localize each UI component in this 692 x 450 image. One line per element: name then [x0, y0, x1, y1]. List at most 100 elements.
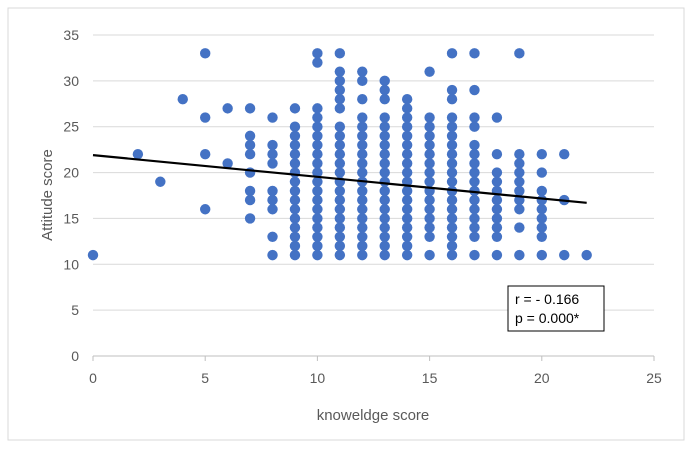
data-point — [289, 121, 301, 132]
data-point — [334, 213, 346, 224]
data-point — [469, 112, 480, 123]
data-point — [401, 222, 413, 233]
data-point — [536, 249, 547, 261]
data-point — [379, 149, 390, 160]
data-point — [379, 75, 390, 87]
data-point — [379, 121, 390, 132]
y-tick-label: 25 — [63, 119, 79, 135]
data-point — [491, 231, 503, 242]
data-point — [357, 94, 368, 105]
data-point — [469, 194, 480, 206]
data-point — [446, 176, 458, 187]
data-point — [401, 231, 413, 242]
data-point — [244, 194, 256, 206]
data-point — [312, 231, 323, 242]
y-tick-labels: 0 5 10 15 20 25 30 35 — [63, 27, 79, 364]
data-point — [514, 149, 525, 160]
data-point — [424, 112, 435, 123]
data-point — [446, 194, 458, 206]
data-point — [581, 249, 592, 261]
data-point — [536, 149, 547, 160]
data-point — [267, 231, 278, 242]
data-point — [357, 139, 368, 151]
data-point — [357, 249, 368, 261]
data-point — [334, 103, 346, 114]
data-point — [559, 149, 570, 160]
data-point — [200, 112, 211, 123]
data-point — [244, 139, 256, 151]
data-point — [87, 249, 99, 261]
x-tick-label: 0 — [89, 370, 97, 386]
data-point — [401, 139, 413, 151]
data-point — [469, 176, 480, 187]
data-point — [312, 139, 323, 151]
stat-box — [507, 285, 605, 332]
data-point — [267, 139, 278, 151]
data-points — [87, 48, 592, 261]
data-point — [469, 222, 480, 233]
data-point — [514, 176, 525, 187]
data-point — [469, 213, 480, 224]
data-point — [536, 204, 547, 215]
data-point — [312, 194, 323, 206]
data-point — [357, 194, 368, 206]
data-point — [312, 149, 323, 160]
data-point — [424, 66, 435, 77]
y-tick-label: 15 — [63, 210, 79, 226]
data-point — [289, 167, 301, 178]
x-tick-labels: 0 5 10 15 20 25 — [89, 370, 662, 386]
data-point — [446, 167, 458, 178]
data-point — [357, 149, 368, 160]
data-point — [469, 48, 480, 59]
data-point — [514, 222, 525, 233]
data-point — [244, 130, 256, 142]
data-point — [379, 94, 390, 105]
data-point — [491, 194, 503, 206]
data-point — [469, 167, 480, 178]
data-point — [200, 149, 211, 160]
data-point — [267, 249, 278, 261]
data-point — [469, 249, 480, 261]
data-point — [357, 167, 368, 178]
data-point — [312, 57, 323, 68]
data-point — [424, 213, 435, 224]
data-point — [401, 103, 413, 114]
data-point — [424, 139, 435, 151]
data-point — [469, 158, 480, 169]
data-point — [379, 130, 390, 142]
data-point — [334, 130, 346, 142]
x-tick-label: 15 — [422, 370, 438, 386]
data-point — [357, 185, 368, 197]
data-point — [357, 222, 368, 233]
data-point — [289, 240, 301, 252]
data-point — [312, 48, 323, 59]
data-point — [312, 185, 323, 197]
data-point — [357, 204, 368, 215]
data-point — [357, 213, 368, 224]
data-point — [491, 249, 503, 261]
data-point — [446, 121, 458, 132]
data-point — [379, 222, 390, 233]
data-point — [536, 213, 547, 224]
data-point — [334, 84, 346, 96]
data-point — [401, 158, 413, 169]
data-point — [446, 213, 458, 224]
gridlines — [92, 34, 655, 361]
trendline-group — [92, 154, 587, 204]
data-point — [267, 149, 278, 160]
data-point — [200, 204, 211, 215]
data-point — [424, 249, 435, 261]
data-point — [357, 231, 368, 242]
data-point — [446, 48, 458, 59]
data-point — [446, 249, 458, 261]
data-point — [536, 194, 547, 206]
data-point — [536, 185, 547, 197]
data-point — [491, 204, 503, 215]
data-point — [334, 240, 346, 252]
data-point — [379, 158, 390, 169]
data-point — [401, 130, 413, 142]
data-point — [222, 103, 233, 114]
data-point — [469, 149, 480, 160]
